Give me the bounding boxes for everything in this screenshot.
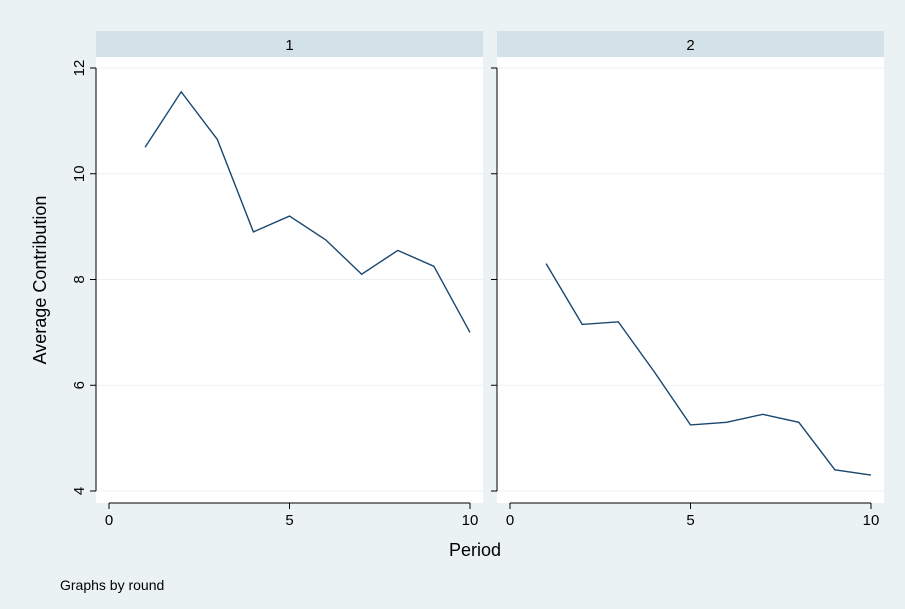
panels-group: 1 4 6 8 10 12 0 5 10 2 0 5 10 <box>71 31 884 529</box>
y-tick-label: 4 <box>71 487 88 495</box>
x-tick-label: 5 <box>285 512 293 529</box>
panel-strip-label: 1 <box>285 37 293 54</box>
y-axis-title: Average Contribution <box>30 196 50 365</box>
panel-1: 1 4 6 8 10 12 0 5 10 <box>71 31 483 529</box>
x-tick-label: 0 <box>506 512 514 529</box>
series-line-round-2 <box>545 263 872 476</box>
y-tick-label: 10 <box>71 165 88 182</box>
x-tick-label: 5 <box>686 512 694 529</box>
panel-strip <box>497 31 884 57</box>
y-tick-label: 8 <box>71 275 88 283</box>
y-tick-label: 6 <box>71 381 88 389</box>
graphs-by-note: Graphs by round <box>60 577 164 593</box>
x-tick-label: 0 <box>105 512 113 529</box>
x-axis-title: Period <box>449 540 501 560</box>
panel-strip-label: 2 <box>686 37 694 54</box>
x-tick-label: 10 <box>462 512 479 529</box>
series-line-round-1 <box>144 90 471 333</box>
x-tick-label: 10 <box>863 512 880 529</box>
panel-2: 2 0 5 10 <box>491 31 884 529</box>
y-tick-label: 12 <box>71 60 88 77</box>
panel-strip <box>96 31 483 57</box>
